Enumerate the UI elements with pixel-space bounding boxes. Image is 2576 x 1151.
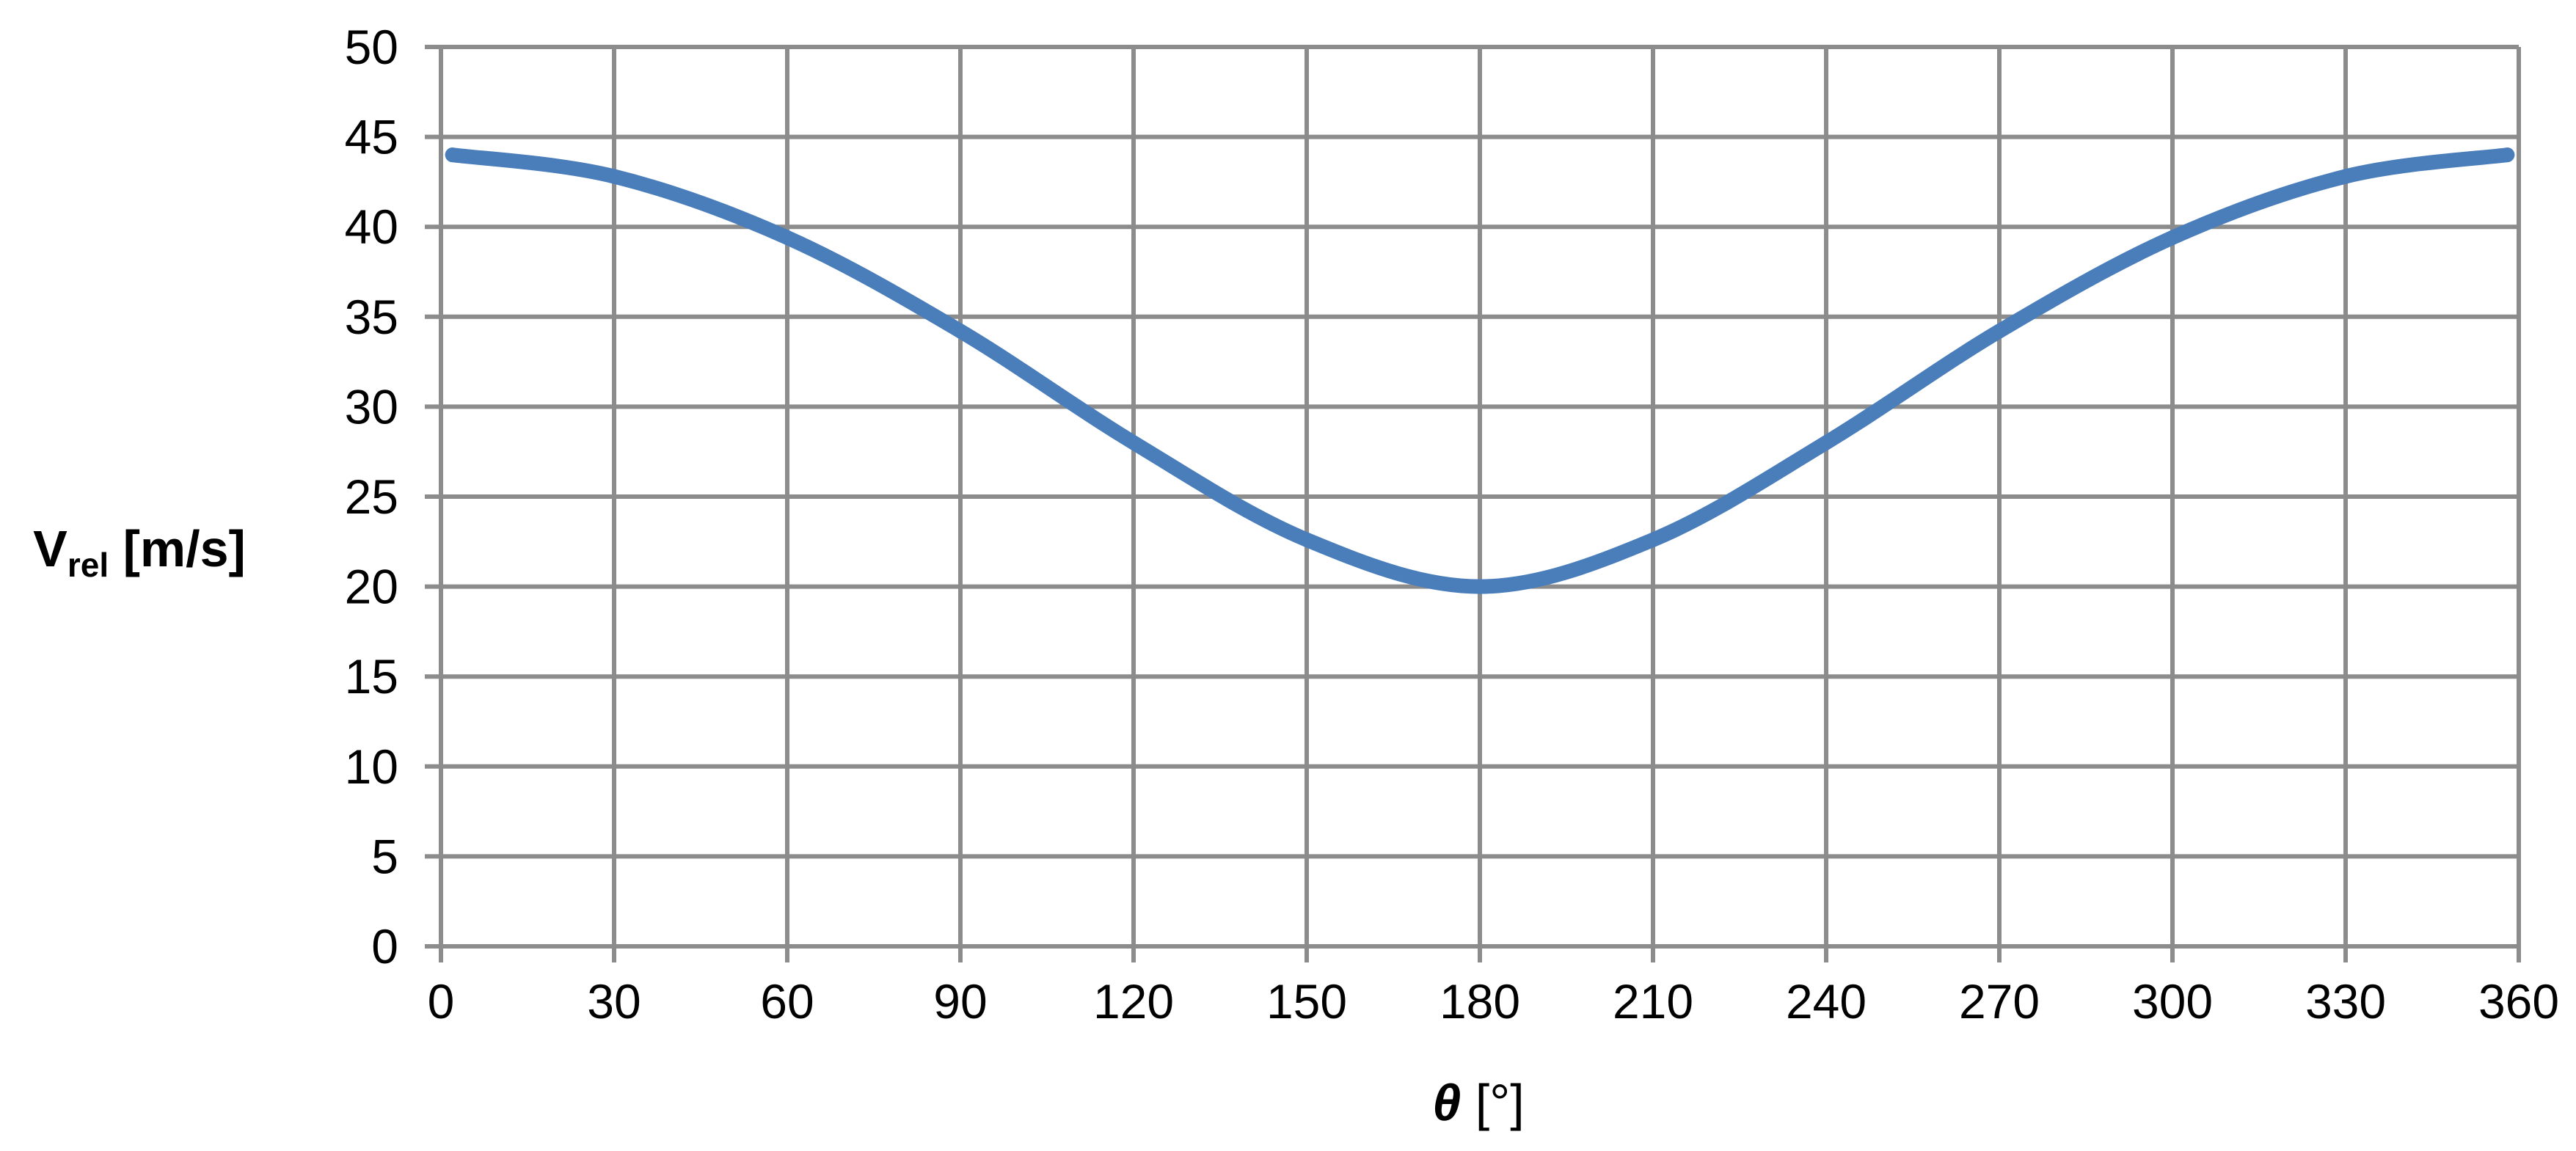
y-tick-label: 35	[345, 290, 398, 344]
y-axis-title: Vrel [m/s]	[33, 520, 246, 584]
x-tick-label: 90	[933, 974, 987, 1028]
y-tick-labels: 0 5 10 15 20 25 30 35 40 45 50	[345, 20, 398, 973]
data-point	[1992, 324, 2007, 339]
y-axis-title-main: V	[33, 520, 67, 577]
x-tick-label: 330	[2305, 974, 2386, 1028]
data-point	[1473, 579, 1487, 594]
data-point	[607, 169, 621, 184]
x-tick-label: 180	[1440, 974, 1520, 1028]
grid	[425, 45, 2521, 962]
x-tick-label: 150	[1266, 974, 1347, 1028]
data-point	[2165, 230, 2180, 245]
x-tick-label: 300	[2132, 974, 2213, 1028]
data-point	[1126, 435, 1141, 450]
x-tick-label: 360	[2478, 974, 2559, 1028]
x-axis-title-symbol: θ	[1432, 1074, 1461, 1131]
data-point	[1299, 532, 1314, 547]
x-axis-title-unit: [°]	[1461, 1074, 1524, 1131]
x-tick-label: 210	[1613, 974, 1693, 1028]
y-tick-label: 45	[345, 110, 398, 164]
data-point	[780, 230, 795, 245]
y-tick-label: 10	[345, 739, 398, 794]
y-tick-label: 40	[345, 200, 398, 254]
x-tick-label: 30	[587, 974, 641, 1028]
y-tick-label: 5	[371, 829, 398, 883]
y-axis-title-sub: rel	[67, 546, 109, 584]
data-point	[2338, 169, 2353, 184]
x-tick-label: 60	[760, 974, 814, 1028]
x-tick-label: 270	[1959, 974, 2040, 1028]
y-tick-label: 20	[345, 560, 398, 614]
data-point	[2500, 147, 2515, 163]
data-point	[1646, 532, 1660, 547]
y-tick-label: 25	[345, 469, 398, 524]
data-point	[445, 147, 460, 163]
plot-frame	[439, 47, 2519, 949]
y-tick-label: 50	[345, 20, 398, 74]
x-tick-label: 0	[428, 974, 455, 1028]
y-axis-title-unit: [m/s]	[109, 520, 246, 577]
y-tick-label: 15	[345, 649, 398, 704]
x-axis-title: θ [°]	[1432, 1074, 1524, 1131]
series-layer	[445, 147, 2515, 594]
y-tick-label: 0	[371, 919, 398, 973]
data-point	[1819, 435, 1834, 450]
x-tick-label: 240	[1786, 974, 1867, 1028]
data-point	[953, 324, 968, 339]
x-tick-labels: 0 30 60 90 120 150 180 210 240 270 300 330 360	[428, 974, 2559, 1028]
y-tick-label: 30	[345, 379, 398, 434]
x-tick-label: 120	[1093, 974, 1174, 1028]
